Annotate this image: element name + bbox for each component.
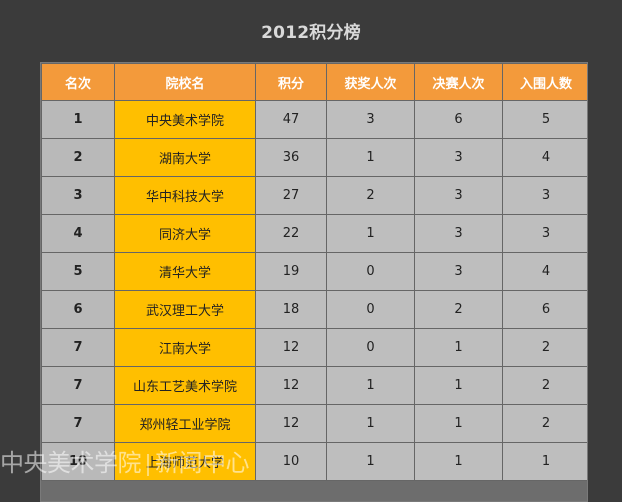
awards-cell: 1 bbox=[326, 442, 415, 481]
shortlist-cell: 4 bbox=[502, 252, 587, 291]
score-cell: 22 bbox=[255, 214, 327, 253]
school-cell: 郑州轻工业学院 bbox=[114, 404, 256, 443]
header-school: 院校名 bbox=[114, 63, 256, 101]
shortlist-cell: 2 bbox=[502, 404, 587, 443]
school-cell: 同济大学 bbox=[114, 214, 256, 253]
page-title: 2012积分榜 bbox=[261, 23, 361, 43]
score-cell: 18 bbox=[255, 290, 327, 329]
score-cell: 12 bbox=[255, 366, 327, 405]
table-row: 2 湖南大学 36 1 3 4 bbox=[41, 138, 587, 177]
school-cell: 中央美术学院 bbox=[114, 100, 256, 139]
school-cell: 上海师范大学 bbox=[114, 442, 256, 481]
score-cell: 36 bbox=[255, 138, 327, 177]
header-score: 积分 bbox=[255, 63, 327, 101]
leaderboard: 名次 院校名 积分 获奖人次 决赛人次 入围人数 1 中央美术学院 47 3 6… bbox=[40, 62, 588, 502]
rank-cell: 5 bbox=[41, 252, 115, 291]
awards-cell: 3 bbox=[326, 100, 415, 139]
awards-cell: 0 bbox=[326, 328, 415, 367]
finals-cell: 3 bbox=[414, 176, 503, 215]
rank-cell: 10 bbox=[41, 442, 115, 481]
school-cell: 清华大学 bbox=[114, 252, 256, 291]
table-row: 10 上海师范大学 10 1 1 1 bbox=[41, 442, 587, 481]
finals-cell: 1 bbox=[414, 328, 503, 367]
awards-cell: 1 bbox=[326, 138, 415, 177]
school-cell: 山东工艺美术学院 bbox=[114, 366, 256, 405]
score-cell: 19 bbox=[255, 252, 327, 291]
finals-cell: 6 bbox=[414, 100, 503, 139]
shortlist-cell: 2 bbox=[502, 328, 587, 367]
awards-cell: 0 bbox=[326, 252, 415, 291]
finals-cell: 2 bbox=[414, 290, 503, 329]
finals-cell: 1 bbox=[414, 366, 503, 405]
table-row: 5 清华大学 19 0 3 4 bbox=[41, 252, 587, 291]
shortlist-cell: 5 bbox=[502, 100, 587, 139]
table-row: 1 中央美术学院 47 3 6 5 bbox=[41, 100, 587, 139]
score-cell: 27 bbox=[255, 176, 327, 215]
table-row: 4 同济大学 22 1 3 3 bbox=[41, 214, 587, 253]
school-cell: 江南大学 bbox=[114, 328, 256, 367]
table-row: 7 郑州轻工业学院 12 1 1 2 bbox=[41, 404, 587, 443]
finals-cell: 1 bbox=[414, 404, 503, 443]
header-awards: 获奖人次 bbox=[326, 63, 415, 101]
school-cell: 湖南大学 bbox=[114, 138, 256, 177]
rank-cell: 7 bbox=[41, 366, 115, 405]
shortlist-cell: 1 bbox=[502, 442, 587, 481]
awards-cell: 1 bbox=[326, 366, 415, 405]
shortlist-cell: 6 bbox=[502, 290, 587, 329]
table-row: 7 山东工艺美术学院 12 1 1 2 bbox=[41, 366, 587, 405]
score-cell: 12 bbox=[255, 328, 327, 367]
finals-cell: 3 bbox=[414, 214, 503, 253]
awards-cell: 0 bbox=[326, 290, 415, 329]
shortlist-cell: 3 bbox=[502, 176, 587, 215]
shortlist-cell: 4 bbox=[502, 138, 587, 177]
awards-cell: 1 bbox=[326, 404, 415, 443]
header-shortlist: 入围人数 bbox=[502, 63, 587, 101]
rank-cell: 3 bbox=[41, 176, 115, 215]
finals-cell: 3 bbox=[414, 138, 503, 177]
rank-cell: 6 bbox=[41, 290, 115, 329]
rank-cell: 7 bbox=[41, 404, 115, 443]
awards-cell: 2 bbox=[326, 176, 415, 215]
awards-cell: 1 bbox=[326, 214, 415, 253]
score-cell: 10 bbox=[255, 442, 327, 481]
rank-cell: 4 bbox=[41, 214, 115, 253]
header-rank: 名次 bbox=[41, 63, 115, 101]
table-row: 6 武汉理工大学 18 0 2 6 bbox=[41, 290, 587, 329]
rank-cell: 2 bbox=[41, 138, 115, 177]
table-row: 3 华中科技大学 27 2 3 3 bbox=[41, 176, 587, 215]
rank-cell: 7 bbox=[41, 328, 115, 367]
score-cell: 47 bbox=[255, 100, 327, 139]
header-row: 名次 院校名 积分 获奖人次 决赛人次 入围人数 bbox=[41, 63, 587, 101]
table-row: 7 江南大学 12 0 1 2 bbox=[41, 328, 587, 367]
school-cell: 武汉理工大学 bbox=[114, 290, 256, 329]
finals-cell: 1 bbox=[414, 442, 503, 481]
finals-cell: 3 bbox=[414, 252, 503, 291]
score-cell: 12 bbox=[255, 404, 327, 443]
shortlist-cell: 2 bbox=[502, 366, 587, 405]
school-cell: 华中科技大学 bbox=[114, 176, 256, 215]
ranking-table: 名次 院校名 积分 获奖人次 决赛人次 入围人数 1 中央美术学院 47 3 6… bbox=[41, 63, 587, 481]
header-finals: 决赛人次 bbox=[414, 63, 503, 101]
rank-cell: 1 bbox=[41, 100, 115, 139]
shortlist-cell: 3 bbox=[502, 214, 587, 253]
